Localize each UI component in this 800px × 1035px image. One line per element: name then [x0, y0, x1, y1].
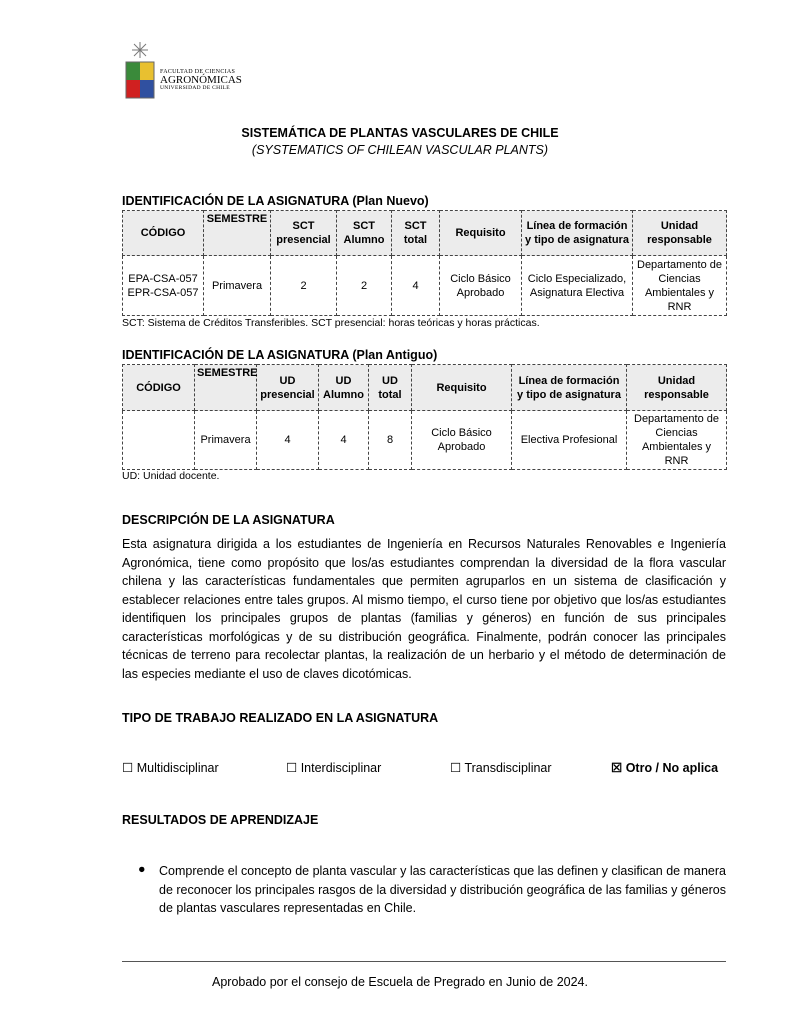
ud-note: UD: Unidad docente. — [122, 470, 220, 482]
descripcion-heading: DESCRIPCIÓN DE LA ASIGNATURA — [122, 513, 335, 527]
cell-sct-alumno: 2 — [336, 255, 392, 316]
option-label: Transdisciplinar — [464, 761, 552, 775]
footer-divider — [122, 961, 726, 962]
header-cell: SEMESTRE — [203, 210, 271, 256]
header-cell: UD total — [368, 364, 412, 411]
table-header-row: CÓDIGO SEMESTRE SCT presencial SCT Alumn… — [122, 210, 727, 256]
header-cell: CÓDIGO — [122, 364, 195, 411]
cell-sct-presencial: 2 — [270, 255, 337, 316]
header-cell: CÓDIGO — [122, 210, 204, 256]
university-crest-icon — [125, 42, 155, 99]
option-label: Interdisciplinar — [300, 761, 382, 775]
descripcion-text: Esta asignatura dirigida a los estudiant… — [122, 537, 726, 681]
cell-semestre: Primavera — [194, 410, 257, 470]
plan-nuevo-table: CÓDIGO SEMESTRE SCT presencial SCT Alumn… — [122, 210, 727, 316]
cell-unidad: Departamento de Ciencias Ambientales y R… — [632, 255, 727, 316]
cell-codigo: EPA-CSA-057 EPR-CSA-057 — [122, 255, 204, 316]
cell-semestre: Primavera — [203, 255, 271, 316]
resultado-item: Comprende el concepto de planta vascular… — [159, 864, 726, 915]
option-label: Otro / No aplica — [625, 761, 719, 775]
cell-linea: Electiva Profesional — [511, 410, 627, 470]
option-label: Multidisciplinar — [136, 761, 219, 775]
page-subtitle: (SYSTEMATICS OF CHILEAN VASCULAR PLANTS) — [251, 143, 549, 157]
logo-line-1: FACULTAD DE CIENCIAS — [160, 69, 236, 75]
cell-unidad: Departamento de Ciencias Ambientales y R… — [626, 410, 727, 470]
cell-codigo — [122, 410, 195, 470]
header-cell: SEMESTRE — [194, 364, 258, 411]
footer-text: Aprobado por el consejo de Escuela de Pr… — [212, 975, 588, 989]
cell-requisito: Ciclo Básico Aprobado — [411, 410, 512, 470]
cell-sct-total: 4 — [391, 255, 440, 316]
page-title: SISTEMÁTICA DE PLANTAS VASCULARES DE CHI… — [241, 126, 559, 140]
option-multidisciplinar[interactable]: ☐ Multidisciplinar — [122, 760, 219, 775]
plan-antiguo-heading: IDENTIFICACIÓN DE LA ASIGNATURA (Plan An… — [122, 348, 438, 362]
bullet-icon: ● — [138, 862, 146, 876]
table-header-row: CÓDIGO SEMESTRE UD presencial UD Alumno … — [122, 364, 727, 411]
checkbox-empty-icon[interactable]: ☐ — [450, 761, 462, 775]
checkbox-checked-icon[interactable]: ☒ — [611, 761, 623, 775]
header-cell: Línea de formación y tipo de asignatura — [511, 364, 627, 411]
cell-requisito: Ciclo Básico Aprobado — [439, 255, 522, 316]
cell-ud-total: 8 — [368, 410, 412, 470]
logo-line-3: UNIVERSIDAD DE CHILE — [160, 85, 230, 91]
tipo-heading: TIPO DE TRABAJO REALIZADO EN LA ASIGNATU… — [122, 711, 439, 725]
header-cell: UD presencial — [256, 364, 319, 411]
plan-antiguo-table: CÓDIGO SEMESTRE UD presencial UD Alumno … — [122, 364, 727, 470]
header-cell: Unidad responsable — [632, 210, 727, 256]
option-transdisciplinar[interactable]: ☐ Transdisciplinar — [450, 760, 552, 775]
header-cell: Línea de formación y tipo de asignatura — [521, 210, 633, 256]
option-otro[interactable]: ☒ Otro / No aplica — [611, 760, 718, 775]
cell-linea: Ciclo Especializado, Asignatura Electiva — [521, 255, 633, 316]
logo-line-2: AGRONÓMICAS — [160, 74, 242, 86]
sct-note: SCT: Sistema de Créditos Transferibles. … — [122, 317, 540, 329]
table-row: Primavera 4 4 8 Ciclo Básico Aprobado El… — [122, 410, 727, 470]
header-cell: SCT total — [391, 210, 440, 256]
cell-ud-presencial: 4 — [256, 410, 319, 470]
checkbox-empty-icon[interactable]: ☐ — [286, 761, 298, 775]
header-cell: SCT Alumno — [336, 210, 392, 256]
table-row: EPA-CSA-057 EPR-CSA-057 Primavera 2 2 4 … — [122, 255, 727, 316]
header-cell: Requisito — [439, 210, 522, 256]
plan-nuevo-heading: IDENTIFICACIÓN DE LA ASIGNATURA (Plan Nu… — [122, 194, 429, 208]
header-cell: Unidad responsable — [626, 364, 727, 411]
resultados-heading: RESULTADOS DE APRENDIZAJE — [122, 813, 319, 827]
faculty-logo: FACULTAD DE CIENCIAS AGRONÓMICAS UNIVERS… — [122, 40, 242, 102]
header-cell: UD Alumno — [318, 364, 369, 411]
header-cell: SCT presencial — [270, 210, 337, 256]
checkbox-empty-icon[interactable]: ☐ — [122, 761, 134, 775]
header-cell: Requisito — [411, 364, 512, 411]
cell-ud-alumno: 4 — [318, 410, 369, 470]
option-interdisciplinar[interactable]: ☐ Interdisciplinar — [286, 760, 381, 775]
